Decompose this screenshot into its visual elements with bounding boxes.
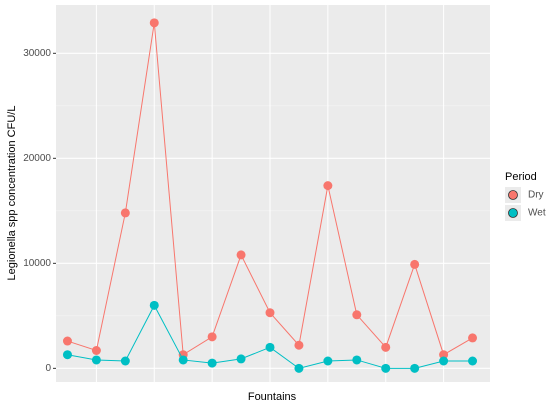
point bbox=[149, 300, 159, 310]
point bbox=[410, 363, 420, 373]
x-axis-label: Fountains bbox=[248, 391, 297, 403]
point bbox=[410, 259, 420, 269]
point bbox=[439, 350, 449, 360]
point bbox=[352, 310, 362, 320]
point bbox=[265, 342, 275, 352]
point bbox=[352, 355, 362, 365]
point bbox=[439, 356, 449, 366]
y-tick-label: 10000 bbox=[23, 258, 51, 269]
point bbox=[236, 250, 246, 260]
point bbox=[178, 355, 188, 365]
y-axis-label: Legionella spp concentration CFU/L bbox=[6, 106, 18, 281]
y-tick-label: 30000 bbox=[23, 48, 51, 59]
point bbox=[381, 363, 391, 373]
point bbox=[294, 340, 304, 350]
point bbox=[323, 181, 333, 191]
y-tick-label: 0 bbox=[45, 363, 51, 374]
point bbox=[120, 356, 130, 366]
point bbox=[62, 336, 72, 346]
point bbox=[468, 356, 478, 366]
point bbox=[323, 356, 333, 366]
legend-title: Period bbox=[505, 171, 537, 183]
y-tick-label: 20000 bbox=[23, 153, 51, 164]
point bbox=[236, 354, 246, 364]
point bbox=[381, 342, 391, 352]
point bbox=[207, 358, 217, 368]
legend-label: Wet bbox=[528, 208, 546, 219]
point bbox=[91, 355, 101, 365]
legend-marker bbox=[508, 208, 518, 218]
legend-label: Dry bbox=[528, 190, 544, 201]
point bbox=[149, 18, 159, 28]
legend-marker bbox=[508, 190, 518, 200]
point bbox=[294, 363, 304, 373]
point bbox=[468, 333, 478, 343]
point bbox=[91, 345, 101, 355]
point bbox=[120, 208, 130, 218]
point bbox=[207, 332, 217, 342]
point bbox=[265, 308, 275, 318]
point bbox=[62, 350, 72, 360]
panel bbox=[56, 5, 490, 382]
